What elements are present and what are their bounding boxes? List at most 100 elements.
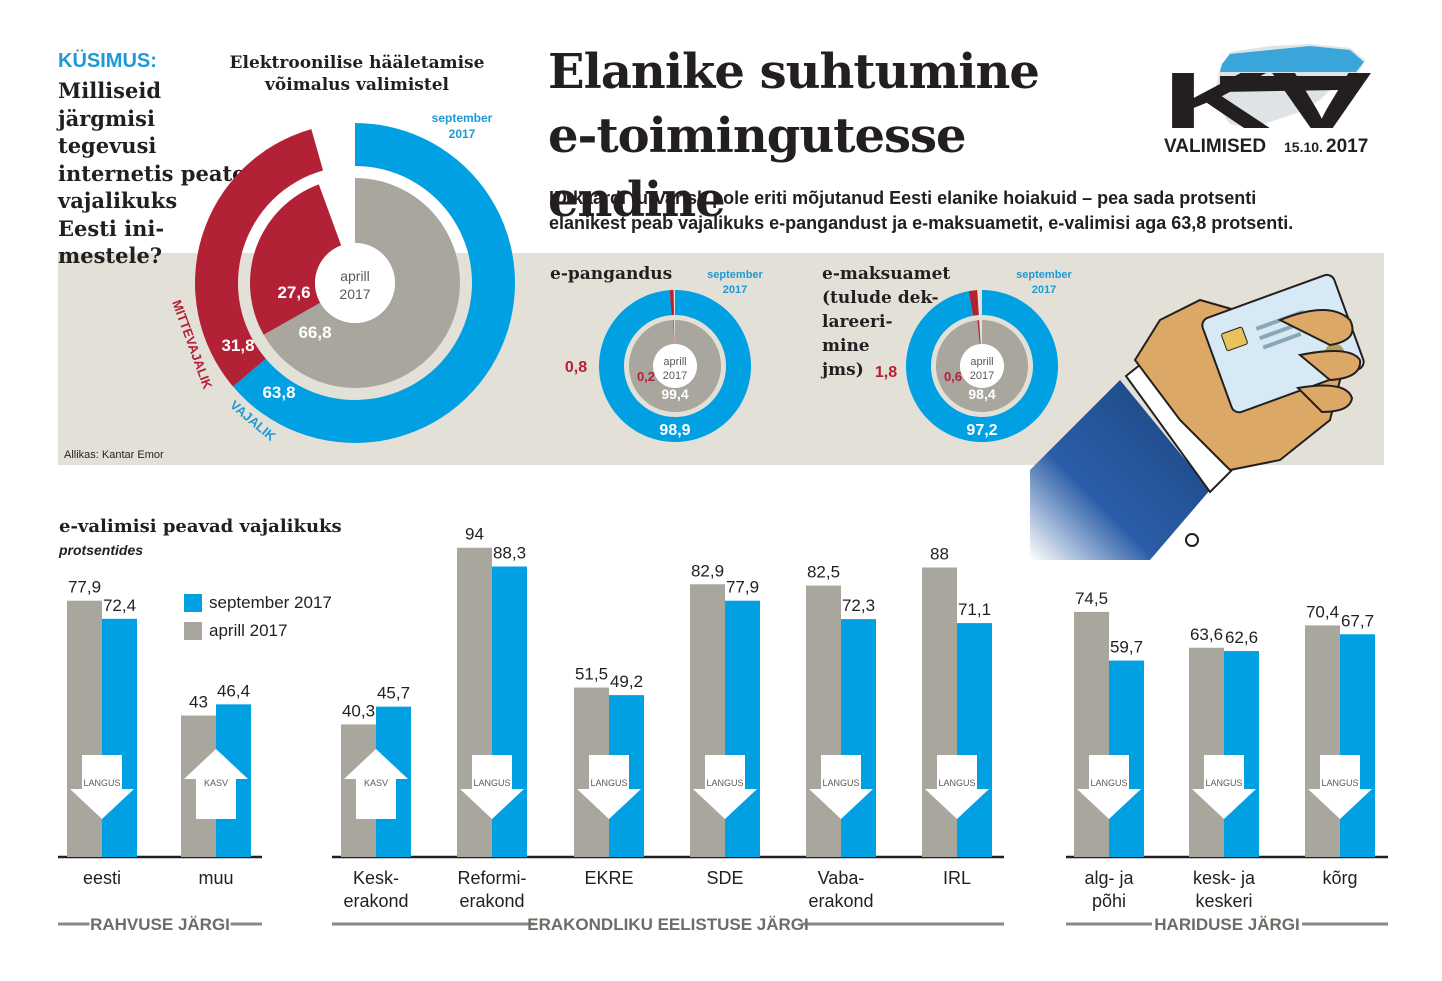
logo-letters: KV [1162,56,1372,145]
data-label-inner-yes: 99,4 [661,386,688,402]
question-label: KÜSIMUS: [58,50,157,72]
data-label-april: 94 [465,525,484,544]
source-note: Allikas: Kantar Emor [64,449,164,461]
data-label-september: 71,1 [958,600,991,619]
small-chart-title: e-pangandus [550,264,672,284]
donut-hole [653,344,697,388]
bar-april [690,584,725,857]
data-label-outer-yes: 63,8 [262,383,295,402]
data-label-april: 43 [189,693,208,712]
bar-september [1340,634,1375,857]
logo-year: 2017 [1326,136,1368,157]
data-label-september: 59,7 [1110,638,1143,657]
legend-swatch-april [184,622,202,640]
lead-line: ID-kaardi turvarisk pole eriti mõjutanud… [549,188,1257,208]
small-chart-title: (tulude dek- [822,288,939,308]
change-label: KASV [364,778,388,788]
kov-logo: KV VALIMISED 15.10. 2017 [1162,44,1372,157]
legend-label-september: september 2017 [209,593,332,612]
data-label-outer-no: 0,8 [565,359,587,376]
page-title-line: Elanike suhtumine [548,44,1040,100]
outer-ring-no-slice [968,290,979,316]
outer-ring-no-slice [195,129,324,387]
question-line: mestele? [58,243,163,268]
langus-arrow-icon [70,755,134,819]
inner-ring-label: 2017 [663,370,687,382]
category-label: SDE [706,868,743,888]
bar-april [1189,647,1224,857]
outer-ring-yes-slice [906,290,1058,442]
question-line: Milliseid [58,78,162,103]
category-label: erakond [459,891,524,911]
hand-with-id-card-illustration [1030,273,1365,560]
langus-arrow-icon [809,755,873,819]
change-label: LANGUS [822,778,859,788]
category-label: kõrg [1322,868,1357,888]
inner-ring-yes-slice [263,178,461,388]
chip-icon [1221,326,1248,352]
langus-arrow-icon [925,755,989,819]
category-label: erakond [343,891,408,911]
group-label: RAHVUSE JÄRGI [90,915,230,934]
donut-hole [960,344,1004,388]
category-label: EKRE [584,868,633,888]
data-label-inner-yes: 66,8 [298,323,331,342]
question-line: vajalikuks [58,188,178,213]
inner-ring-label: aprill [663,356,686,368]
outer-ring-yes-slice [233,123,515,443]
data-label-september: 49,2 [610,672,643,691]
data-label-september: 77,9 [726,578,759,597]
inner-ring-label: 2017 [970,370,994,382]
inner-ring-label: 2017 [339,286,370,302]
change-label: LANGUS [590,778,627,788]
langus-arrow-icon [1308,755,1372,819]
langus-arrow-icon [1077,755,1141,819]
question-line: järgmisi tegevusi [58,105,157,159]
small-chart-title: jms) [820,360,864,380]
group-label: HARIDUSE JÄRGI [1154,915,1299,934]
langus-arrow-icon [460,755,524,819]
data-label-april: 77,9 [68,578,101,597]
lead-text: ID-kaardi turvarisk pole eriti mõjutanud… [549,186,1399,236]
category-label: Vaba- [818,868,865,888]
donut-title-line: Elektroonilise hääletamise [229,53,485,73]
data-label-april: 82,5 [807,563,840,582]
logo-date: 15.10. [1284,139,1323,155]
donut-title: Elektroonilise hääletamise võimalus vali… [222,52,492,96]
outer-ring-label: september [1016,269,1072,281]
category-label: põhi [1092,891,1126,911]
langus-arrow-icon [693,755,757,819]
small-chart-title: e-maksuamet [822,264,950,284]
change-label: LANGUS [83,778,120,788]
question-text: Milliseid järgmisi tegevusi internetis p… [58,77,248,270]
inner-ring-label: aprill [340,268,370,284]
data-label-september: 72,4 [103,596,136,615]
data-label-april: 82,9 [691,561,724,580]
category-label: alg- ja [1084,868,1134,888]
change-label: LANGUS [1090,778,1127,788]
legend-swatch-september [184,594,202,612]
category-label: IRL [943,868,971,888]
bar-chart-title: e-valimisi peavad vajalikuks [59,516,342,537]
data-label-outer-no: 1,8 [875,364,897,381]
change-label: LANGUS [706,778,743,788]
outer-ring-label: 2017 [1032,284,1056,296]
inner-ring-no-slice [249,184,342,335]
data-label-september: 72,3 [842,596,875,615]
data-label-inner-no: 0,6 [944,369,962,384]
data-label-september: 88,3 [493,543,526,562]
data-label-september: 62,6 [1225,628,1258,647]
category-label: Kesk- [353,868,399,888]
data-label-april: 74,5 [1075,589,1108,608]
category-label: muu [198,868,233,888]
small-chart-title: mine [822,336,870,356]
bar-april [1305,625,1340,857]
change-label: LANGUS [938,778,975,788]
question-line: Eesti ini- [58,215,165,241]
page-title-line: e-toimingutesse endine [548,108,967,228]
data-label-september: 67,7 [1341,611,1374,630]
data-label-september: 45,7 [377,684,410,703]
change-label: LANGUS [473,778,510,788]
data-label-outer-no: 31,8 [221,336,254,355]
page-title: Elanike suhtumine e-toimingutesse endine [548,40,1148,232]
